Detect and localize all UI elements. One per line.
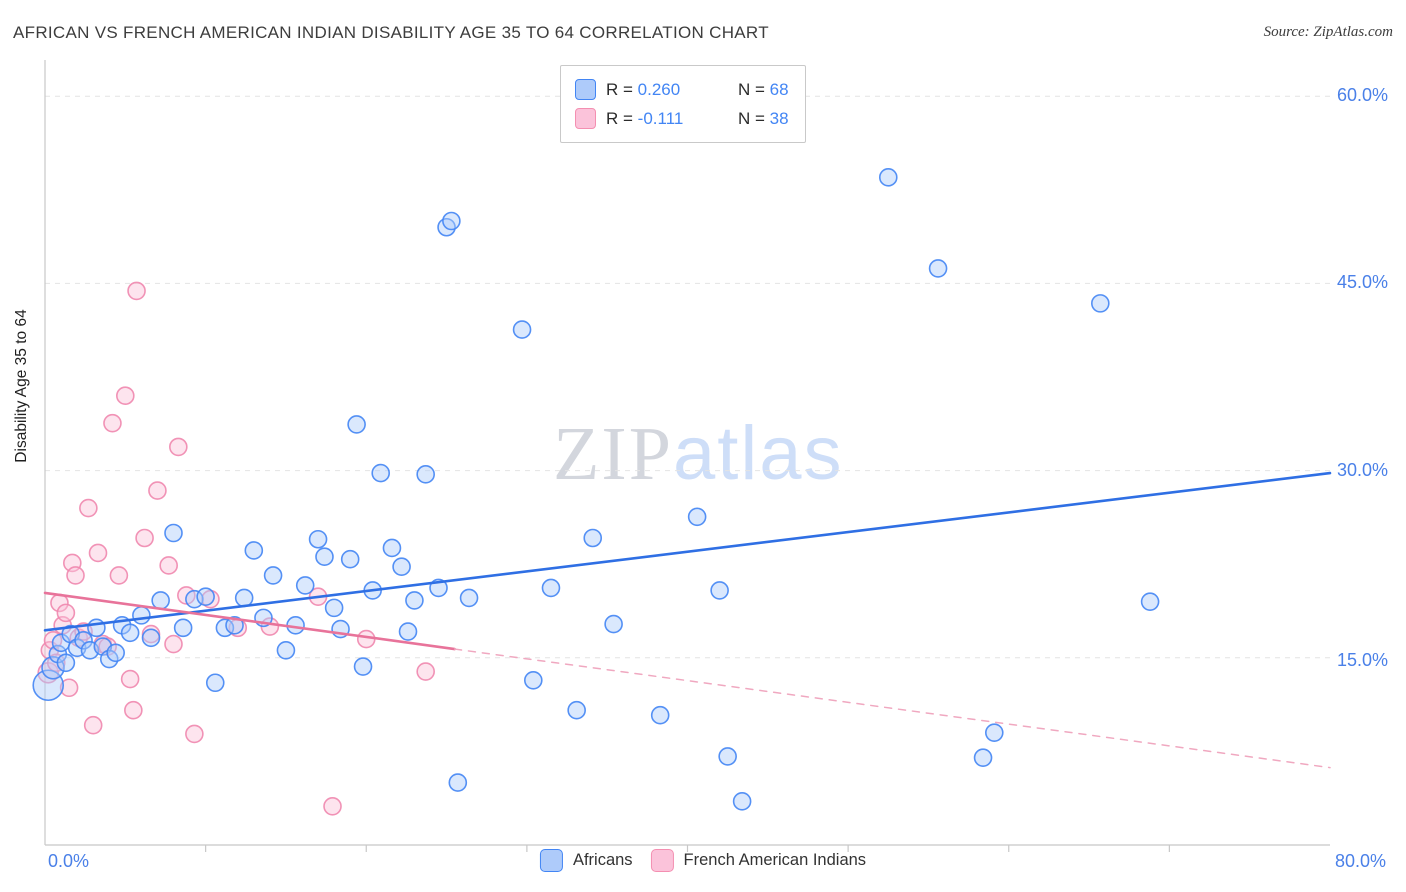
bottom-legend-item-africans: Africans xyxy=(539,849,633,872)
bottom-legend: Africans French American Indians xyxy=(539,849,867,872)
watermark-atlas: atlas xyxy=(673,411,844,496)
x-tick-label-min: 0.0% xyxy=(48,851,90,871)
africans-n-stat: N = 68 xyxy=(738,79,789,99)
french-american-indians-r-stat: R = -0.111 xyxy=(606,108,684,128)
french-american-indians-legend-swatch xyxy=(575,108,596,129)
page-title: AFRICAN VS FRENCH AMERICAN INDIAN DISABI… xyxy=(13,23,769,42)
y-tick-label-30: 30.0% xyxy=(1337,460,1389,480)
source-link[interactable]: Source: ZipAtlas.com xyxy=(1263,24,1393,40)
legend-row-french-american-indians: R = -0.111 N = 38 xyxy=(575,104,789,133)
y-tick-label-60: 60.0% xyxy=(1337,85,1389,105)
correlation-legend-box: R = 0.260 N = 68 R = -0.111 N = 38 xyxy=(560,65,806,143)
french-american-indians-n-stat: N = 38 xyxy=(738,108,789,128)
africans-swatch xyxy=(539,849,563,872)
bottom-legend-item-french-american-indians: French American Indians xyxy=(650,849,867,872)
legend-row-africans: R = 0.260 N = 68 xyxy=(575,75,789,104)
africans-legend-swatch xyxy=(575,79,596,100)
french-american-indians-swatch xyxy=(650,849,674,872)
y-tick-label-45: 45.0% xyxy=(1337,272,1389,292)
africans-r-stat: R = 0.260 xyxy=(606,79,681,99)
watermark-zip: ZIP xyxy=(553,412,673,496)
y-tick-label-15: 15.0% xyxy=(1337,650,1389,670)
y-axis-label: Disability Age 35 to 64 xyxy=(13,309,30,463)
x-tick-label-max: 80.0% xyxy=(1335,851,1387,871)
zipatlas-watermark: ZIPatlas xyxy=(553,410,844,498)
africans-label: Africans xyxy=(572,851,633,869)
french-american-indians-label: French American Indians xyxy=(683,851,867,869)
